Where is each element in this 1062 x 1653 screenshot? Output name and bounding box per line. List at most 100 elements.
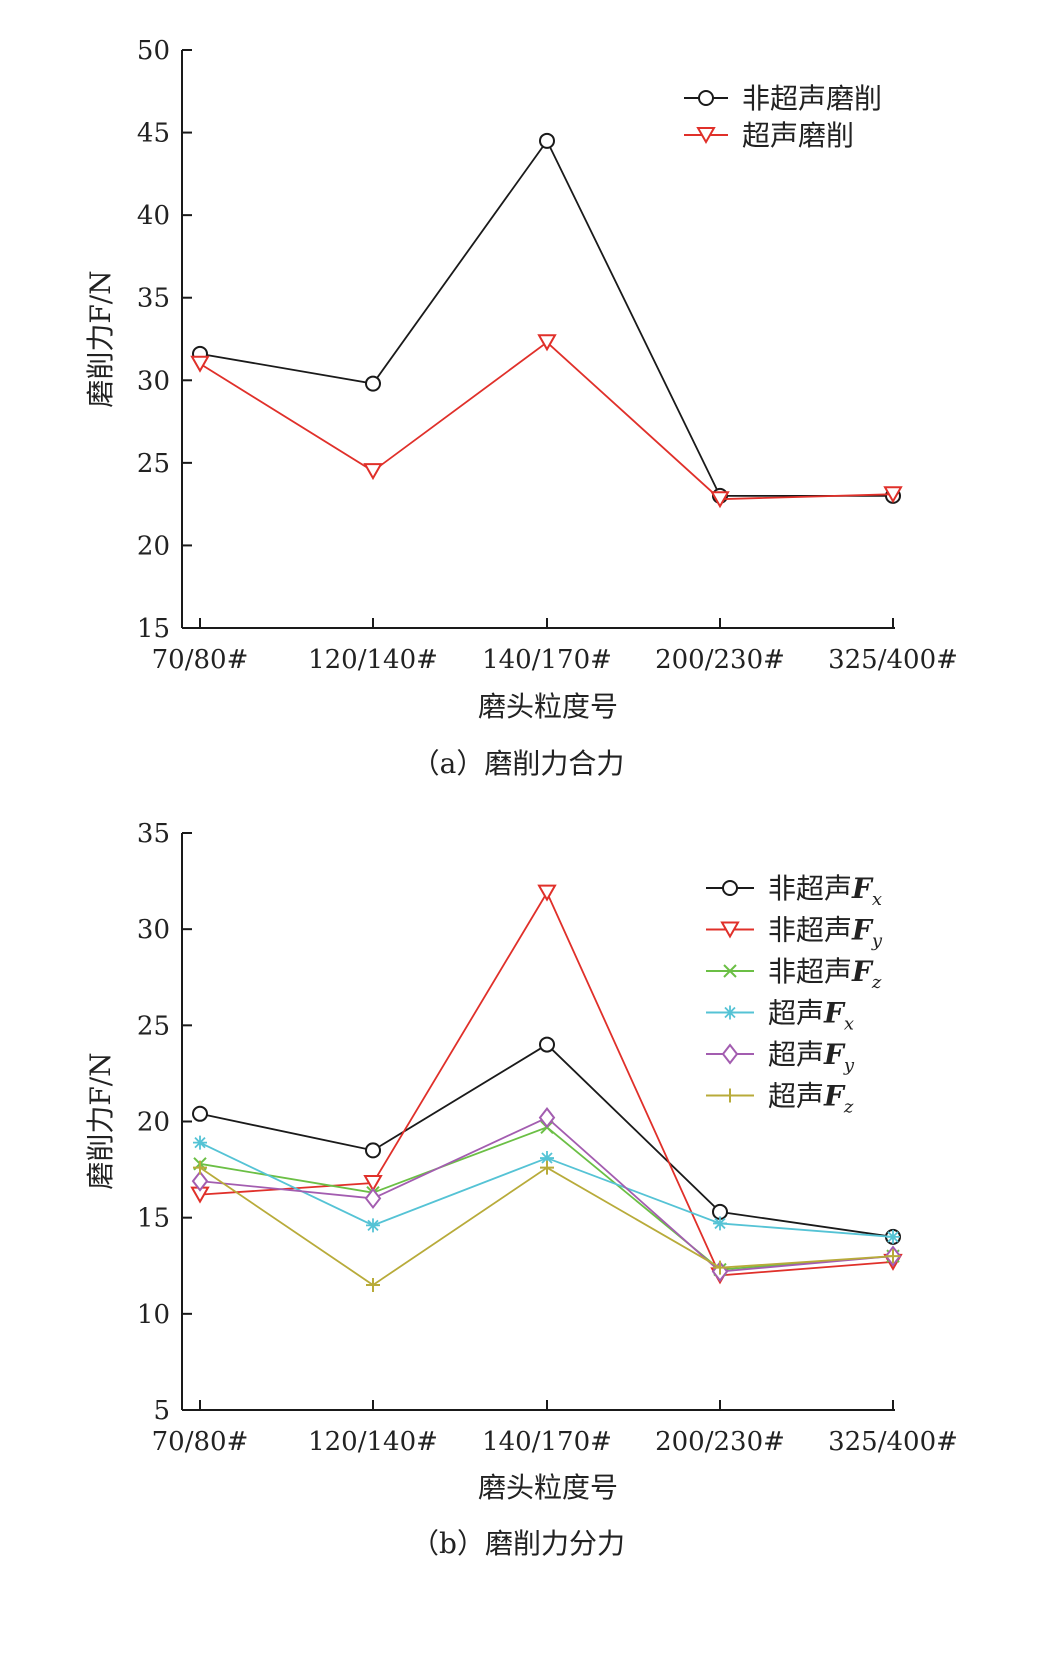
chart-a-x-axis-title: 磨头粒度号 — [478, 690, 618, 723]
y-tick-label: 45 — [137, 119, 170, 149]
chart-a-resultant-force: 15 20 25 30 35 40 45 50 70/80# 120/140# 140/170# 2… — [84, 36, 958, 780]
legend-marker — [721, 1043, 739, 1065]
x-tick-label: 200/230# — [655, 1427, 785, 1457]
series-line — [199, 1126, 894, 1271]
series-line — [199, 341, 894, 501]
legend-item: 超声Fy — [706, 1038, 855, 1076]
chart-a-series — [190, 132, 903, 509]
chart-a-x-ticks: 70/80# 120/140# 140/170# 200/230# 325/400# — [152, 618, 958, 675]
y-tick-label: 30 — [137, 915, 170, 945]
y-tick-label: 25 — [137, 449, 170, 479]
data-point — [537, 334, 557, 352]
legend-marker — [722, 880, 738, 896]
chart-a-y-ticks: 15 20 25 30 35 40 45 50 — [137, 36, 192, 644]
data-point — [539, 132, 555, 149]
x-tick-label: 120/140# — [308, 645, 438, 675]
chart-b-y-axis-title: 磨削力F/N — [84, 1052, 117, 1189]
legend-marker — [723, 1088, 737, 1103]
legend-item: 超声Fz — [706, 1080, 854, 1118]
svg-text:非超声磨削: 非超声磨削 — [742, 82, 882, 115]
y-tick-label: 50 — [137, 36, 170, 66]
series-2 — [193, 1120, 900, 1277]
legend-label: 非超声Fy — [768, 914, 883, 952]
data-point — [883, 486, 903, 504]
data-point — [365, 375, 381, 392]
data-point — [193, 1160, 207, 1175]
data-point — [365, 1142, 381, 1159]
y-tick-label: 25 — [137, 1011, 170, 1041]
data-point — [886, 1249, 900, 1264]
series-line — [199, 1116, 894, 1273]
y-tick-label: 30 — [137, 366, 170, 396]
legend-marker — [720, 921, 740, 939]
y-tick-label: 40 — [137, 201, 170, 231]
data-point — [192, 1105, 208, 1122]
legend-marker — [723, 964, 737, 978]
y-tick-label: 20 — [137, 1108, 170, 1138]
legend-item: 非超声Fz — [706, 955, 882, 993]
chart-b-x-axis-title: 磨头粒度号 — [478, 1471, 618, 1504]
data-point — [886, 1229, 900, 1244]
series-line — [199, 139, 893, 497]
legend-label: 超声Fx — [768, 997, 854, 1035]
y-tick-label: 15 — [137, 614, 170, 644]
data-point — [363, 1175, 383, 1193]
data-point — [366, 1277, 380, 1292]
y-tick-label: 35 — [137, 819, 170, 849]
y-tick-label: 15 — [137, 1204, 170, 1234]
y-tick-label: 10 — [137, 1300, 170, 1330]
chart-b-y-ticks: 5 10 15 20 25 30 35 — [137, 819, 192, 1426]
legend-item: 超声Fx — [706, 997, 854, 1035]
x-tick-label: 120/140# — [308, 1427, 438, 1457]
data-point — [364, 1187, 382, 1210]
data-point — [713, 1216, 727, 1231]
data-point — [190, 355, 210, 373]
data-point — [540, 1160, 554, 1175]
legend-item-ultrasonic: 超声磨削 — [684, 119, 854, 152]
legend-marker — [723, 1005, 737, 1020]
x-tick-label: 325/400# — [828, 645, 958, 675]
series-0 — [192, 132, 901, 504]
data-point — [193, 1135, 207, 1150]
x-tick-label: 140/170# — [482, 1427, 612, 1457]
x-tick-label: 70/80# — [152, 645, 249, 675]
data-point — [366, 1218, 380, 1233]
svg-text:超声磨削: 超声磨削 — [742, 119, 854, 152]
data-point — [710, 491, 730, 509]
y-tick-label: 20 — [137, 531, 170, 561]
legend-label: 非超声Fz — [768, 955, 882, 993]
chart-a-legend: 非超声磨削 超声磨削 — [684, 82, 882, 152]
data-point — [540, 1151, 554, 1166]
data-point — [713, 1260, 727, 1275]
legend-item: 非超声Fx — [706, 872, 882, 910]
series-5 — [193, 1160, 900, 1292]
data-point — [538, 1107, 556, 1129]
y-tick-label: 35 — [137, 284, 170, 314]
series-3 — [193, 1135, 900, 1244]
series-line — [199, 1166, 894, 1287]
chart-b-series — [190, 884, 903, 1292]
data-point — [191, 1170, 209, 1192]
legend-item: 非超声Fy — [706, 914, 883, 952]
x-tick-label: 70/80# — [152, 1427, 249, 1457]
legend-label: 非超声Fx — [768, 872, 882, 910]
data-point — [539, 1036, 555, 1053]
data-point — [537, 884, 557, 902]
chart-a-caption: （a）磨削力合力 — [412, 747, 625, 780]
legend-label: 超声Fy — [768, 1038, 855, 1076]
series-line — [199, 1043, 894, 1238]
series-1 — [190, 334, 903, 509]
x-tick-label: 200/230# — [655, 645, 785, 675]
x-tick-label: 140/170# — [482, 645, 612, 675]
y-tick-label: 5 — [153, 1396, 170, 1426]
chart-a-axes — [181, 50, 895, 629]
chart-a-y-axis-title: 磨削力F/N — [84, 270, 117, 407]
legend-item-non-ultrasonic: 非超声磨削 — [684, 82, 882, 115]
data-point — [363, 463, 383, 481]
chart-b-x-ticks: 70/80# 120/140# 140/170# 200/230# 325/400# — [152, 1400, 958, 1457]
legend-label: 超声Fz — [768, 1080, 854, 1118]
x-tick-label: 325/400# — [828, 1427, 958, 1457]
chart-b-caption: （b）磨削力分力 — [411, 1527, 625, 1560]
